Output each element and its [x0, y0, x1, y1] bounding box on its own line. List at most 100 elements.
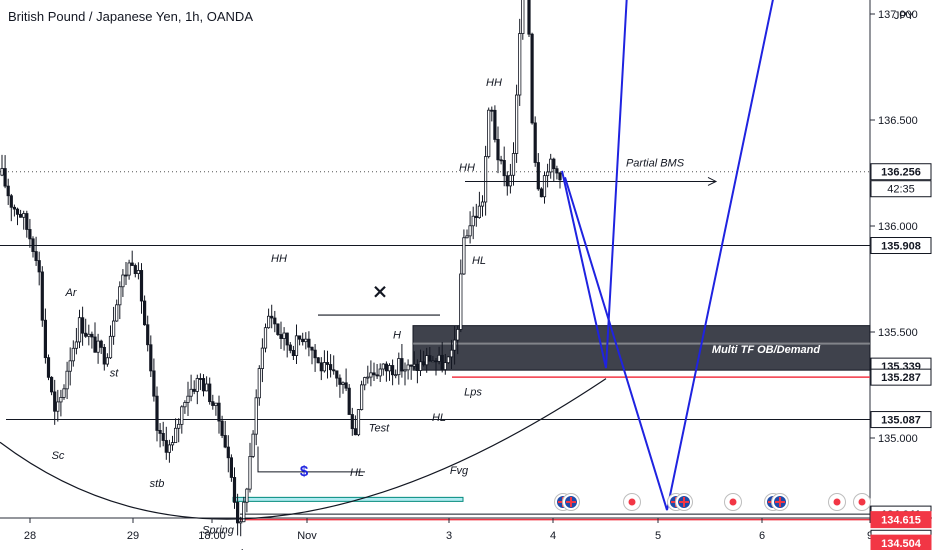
candle [9, 193, 13, 222]
event-marker-dot [628, 498, 636, 506]
candle-body [363, 377, 367, 386]
candle-body [0, 168, 4, 176]
price-tag-box [870, 368, 932, 386]
projection-path-2 [564, 0, 774, 511]
candle [279, 321, 283, 350]
candle-body [232, 477, 237, 503]
candle [542, 171, 547, 204]
candle-body [279, 334, 283, 339]
candle-body [499, 159, 503, 162]
candle-body [527, 0, 531, 35]
event-marker-cross [566, 497, 576, 507]
annotation-label: st [110, 368, 120, 380]
candle [372, 362, 376, 381]
candle [462, 229, 466, 275]
price-tag: 135.908 [870, 237, 932, 255]
candle [375, 363, 379, 379]
candle [34, 236, 38, 266]
x-tick-label: 9 [867, 530, 873, 542]
x-tick-label: 4 [550, 530, 556, 542]
candle [428, 346, 432, 362]
candle [378, 363, 382, 382]
candle-body [124, 274, 128, 277]
candle [443, 353, 447, 375]
price-tag-label: 135.908 [881, 241, 921, 253]
candle-body [37, 260, 41, 273]
candle [158, 423, 162, 448]
candle-body [301, 338, 305, 343]
candle-body [307, 338, 311, 348]
candle [266, 308, 271, 329]
candle-body [146, 324, 150, 346]
candle-body [418, 361, 423, 371]
candle-body [53, 391, 57, 412]
candle [359, 380, 364, 411]
candle [483, 145, 488, 216]
annotation-label: HH [486, 77, 502, 89]
y-tick-label: 136.500 [878, 115, 918, 127]
candle-body [539, 188, 544, 198]
candle [65, 361, 69, 400]
candle-body [214, 402, 218, 406]
candle-body [220, 420, 224, 436]
event-marker-icon [853, 493, 871, 511]
countdown-box [870, 180, 932, 198]
countdown-tag: 42:35 [870, 180, 932, 198]
candle-body [245, 488, 249, 503]
event-marker-cross [679, 497, 689, 507]
candle [25, 210, 29, 238]
event-marker-icon [828, 493, 846, 511]
candle [446, 356, 451, 364]
candle [297, 335, 302, 346]
candle [149, 335, 153, 377]
candle [415, 359, 420, 384]
price-tag-label: 135.087 [881, 415, 921, 427]
candle-body [167, 444, 171, 453]
candle-body [310, 346, 314, 351]
candle [558, 171, 562, 189]
candle [28, 218, 32, 248]
x-tick-label: 5 [655, 530, 661, 542]
candle [539, 187, 544, 198]
candle-body [102, 346, 106, 365]
candle-body [384, 363, 389, 372]
candle [521, 0, 525, 40]
event-marker-dot [858, 498, 866, 506]
candle [22, 210, 26, 230]
candle-body [471, 215, 475, 227]
candle [471, 206, 475, 240]
candle-body [282, 332, 286, 339]
candle-body [316, 357, 320, 364]
candle-body [59, 397, 63, 403]
candle [59, 389, 63, 417]
candle-body [6, 185, 10, 197]
candle [381, 363, 385, 376]
annotation-label: Spring [202, 524, 235, 536]
candle-body [266, 315, 271, 329]
candle-body [549, 158, 553, 173]
candle-body [242, 501, 246, 523]
candle [344, 368, 348, 392]
candle-body [65, 370, 69, 390]
chart-title: British Pound / Japanese Yen, 1h, OANDA [8, 9, 253, 24]
candle-body [68, 360, 72, 372]
candle [282, 327, 286, 351]
candle [146, 315, 150, 352]
candle [350, 407, 354, 436]
candle-body [12, 206, 16, 210]
candle-body [350, 414, 354, 430]
candle-body [260, 347, 265, 369]
candle-body [99, 340, 103, 348]
candle [37, 251, 41, 286]
candle [195, 374, 199, 405]
candle-body [195, 378, 199, 392]
candle-body [155, 395, 159, 431]
candle [316, 357, 320, 364]
candle-body [43, 319, 48, 359]
candle [406, 359, 410, 380]
candle [397, 352, 401, 385]
candle-body [34, 251, 38, 261]
candle-body [480, 201, 485, 207]
candle [186, 381, 190, 416]
